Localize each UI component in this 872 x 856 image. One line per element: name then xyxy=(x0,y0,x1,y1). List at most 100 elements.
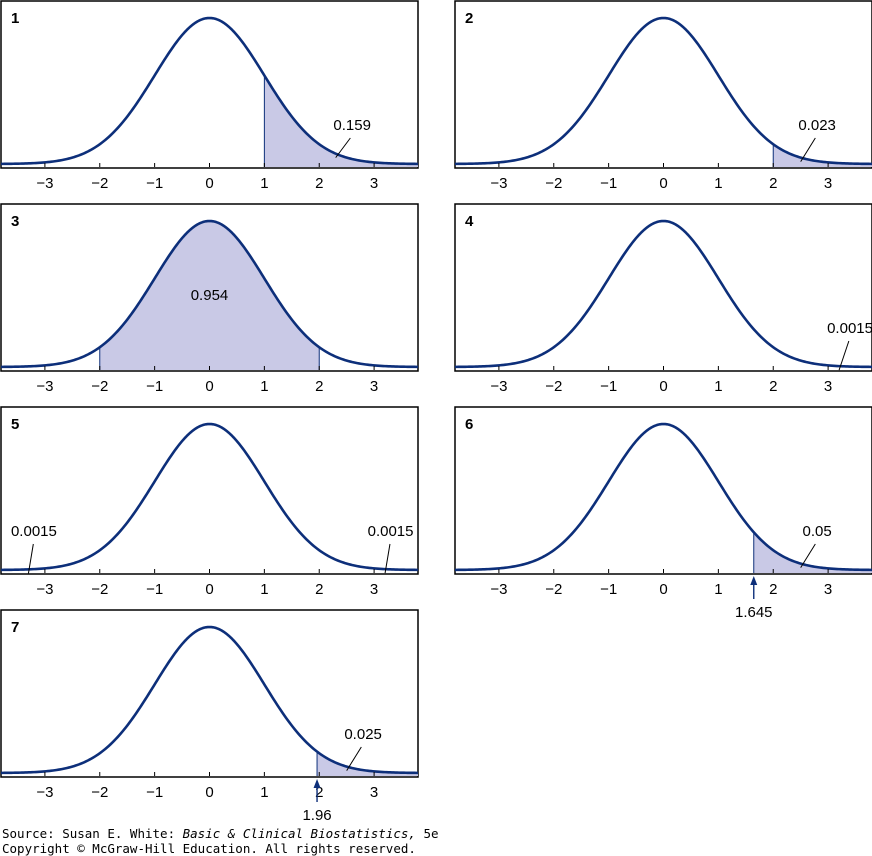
chart-panel-5: −3 −2 −1 0 1 2 3 5 0.0015 0.0015 xyxy=(0,406,419,598)
x-tick-label: 0 xyxy=(659,175,667,192)
annotation-label: 0.0015 xyxy=(827,320,872,337)
book-edition: 5e xyxy=(415,826,439,841)
x-tick-label: 3 xyxy=(824,581,832,598)
x-tick-label: −2 xyxy=(91,378,108,395)
chart-panel-2: −3 −2 −1 0 1 2 3 2 0.023 xyxy=(454,0,872,192)
x-tick-label: 1 xyxy=(260,784,268,801)
panel-label: 3 xyxy=(11,213,19,230)
shaded-area xyxy=(264,75,418,167)
x-tick-label: 2 xyxy=(769,581,777,598)
panel-frame xyxy=(0,609,419,778)
x-tick-label: −1 xyxy=(600,175,617,192)
panel-frame xyxy=(454,203,872,372)
panel-frame xyxy=(454,406,872,575)
x-tick-label: −2 xyxy=(545,378,562,395)
x-tick-label: 0 xyxy=(205,581,213,598)
critical-value-label: 1.96 xyxy=(302,807,331,824)
panel-frame xyxy=(0,406,419,575)
normal-curve xyxy=(0,219,419,369)
x-tick-label: −3 xyxy=(490,581,507,598)
chart-panel-6: −3 −2 −1 0 1 2 3 6 0.05 1.645 xyxy=(454,406,872,621)
x-tick-label: −2 xyxy=(545,581,562,598)
book-title: Basic & Clinical Biostatistics, xyxy=(182,826,416,841)
panel-label: 2 xyxy=(465,10,473,27)
x-tick-label: −3 xyxy=(36,378,53,395)
normal-curve xyxy=(454,219,872,369)
x-tick-label: −2 xyxy=(91,175,108,192)
x-tick-label: 3 xyxy=(370,784,378,801)
chart-panel-4: −3 −2 −1 0 1 2 3 4 0.0015 xyxy=(454,203,872,395)
annotation-label: 0.0015 xyxy=(11,523,57,540)
source-line: Source: Susan E. White: Basic & Clinical… xyxy=(2,826,439,841)
x-tick-label: 0 xyxy=(659,378,667,395)
x-tick-label: 0 xyxy=(205,784,213,801)
x-tick-label: −1 xyxy=(146,581,163,598)
x-tick-label: −1 xyxy=(600,378,617,395)
x-tick-label: 2 xyxy=(315,784,323,801)
normal-curve xyxy=(0,625,419,775)
panel-frame xyxy=(454,0,872,169)
x-tick-label: 3 xyxy=(370,175,378,192)
chart-panel-7: −3 −2 −1 0 1 2 3 7 0.025 1.96 xyxy=(0,609,419,824)
x-tick-label: 1 xyxy=(714,378,722,395)
x-tick-label: −1 xyxy=(146,784,163,801)
panel-label: 4 xyxy=(465,213,474,230)
x-tick-label: −3 xyxy=(36,175,53,192)
x-tick-label: −3 xyxy=(36,784,53,801)
panel-label: 5 xyxy=(11,416,19,433)
annotation-label: 0.0015 xyxy=(368,523,414,540)
x-tick-label: −3 xyxy=(490,378,507,395)
panel-frame xyxy=(0,0,419,169)
annotation-leader xyxy=(800,543,816,568)
x-tick-label: 2 xyxy=(315,378,323,395)
chart-panel-1: −3 −2 −1 0 1 2 3 1 0.159 xyxy=(0,0,419,192)
x-tick-label: 3 xyxy=(824,175,832,192)
x-tick-label: −2 xyxy=(91,581,108,598)
panel-frame xyxy=(0,203,419,372)
x-tick-label: −2 xyxy=(545,175,562,192)
x-tick-label: −3 xyxy=(36,581,53,598)
shaded-area xyxy=(753,532,872,573)
x-tick-label: −1 xyxy=(146,175,163,192)
x-tick-label: −3 xyxy=(490,175,507,192)
shaded-area xyxy=(99,221,320,370)
x-tick-label: 2 xyxy=(315,175,323,192)
x-tick-label: 2 xyxy=(769,378,777,395)
annotation-label: 0.025 xyxy=(344,726,382,743)
x-tick-label: 2 xyxy=(315,581,323,598)
x-tick-label: −2 xyxy=(91,784,108,801)
x-tick-label: 3 xyxy=(370,378,378,395)
annotation-leader xyxy=(800,137,816,162)
x-tick-label: 3 xyxy=(370,581,378,598)
critical-arrow-head xyxy=(313,779,321,788)
x-tick-label: 0 xyxy=(659,581,667,598)
annotation-leader xyxy=(27,543,34,574)
chart-panel-3: −3 −2 −1 0 1 2 3 3 0.954 xyxy=(0,203,419,395)
normal-curve xyxy=(454,16,872,166)
normal-curve xyxy=(0,16,419,166)
x-tick-label: 2 xyxy=(769,175,777,192)
shaded-area xyxy=(773,144,872,167)
panel-label: 6 xyxy=(465,416,473,433)
panel-label: 1 xyxy=(11,10,19,27)
x-tick-label: 3 xyxy=(824,378,832,395)
x-tick-label: 0 xyxy=(205,175,213,192)
source-credit: Source: Susan E. White: Basic & Clinical… xyxy=(2,826,439,856)
x-tick-label: 0 xyxy=(205,378,213,395)
annotation-leader xyxy=(335,137,351,158)
annotation-leader xyxy=(346,746,362,771)
normal-curve xyxy=(454,422,872,572)
x-tick-label: 1 xyxy=(260,378,268,395)
annotation-leader xyxy=(838,340,850,371)
shaded-area xyxy=(317,751,418,776)
x-tick-label: 1 xyxy=(260,581,268,598)
panel-label: 7 xyxy=(11,619,19,636)
x-tick-label: 1 xyxy=(714,175,722,192)
x-tick-label: 1 xyxy=(714,581,722,598)
annotation-leader xyxy=(384,543,391,574)
annotation-label: 0.954 xyxy=(191,287,229,304)
copyright-line: Copyright © McGraw-Hill Education. All r… xyxy=(2,841,416,856)
x-tick-label: −1 xyxy=(600,581,617,598)
critical-value-label: 1.645 xyxy=(735,604,773,621)
x-tick-label: −1 xyxy=(146,378,163,395)
